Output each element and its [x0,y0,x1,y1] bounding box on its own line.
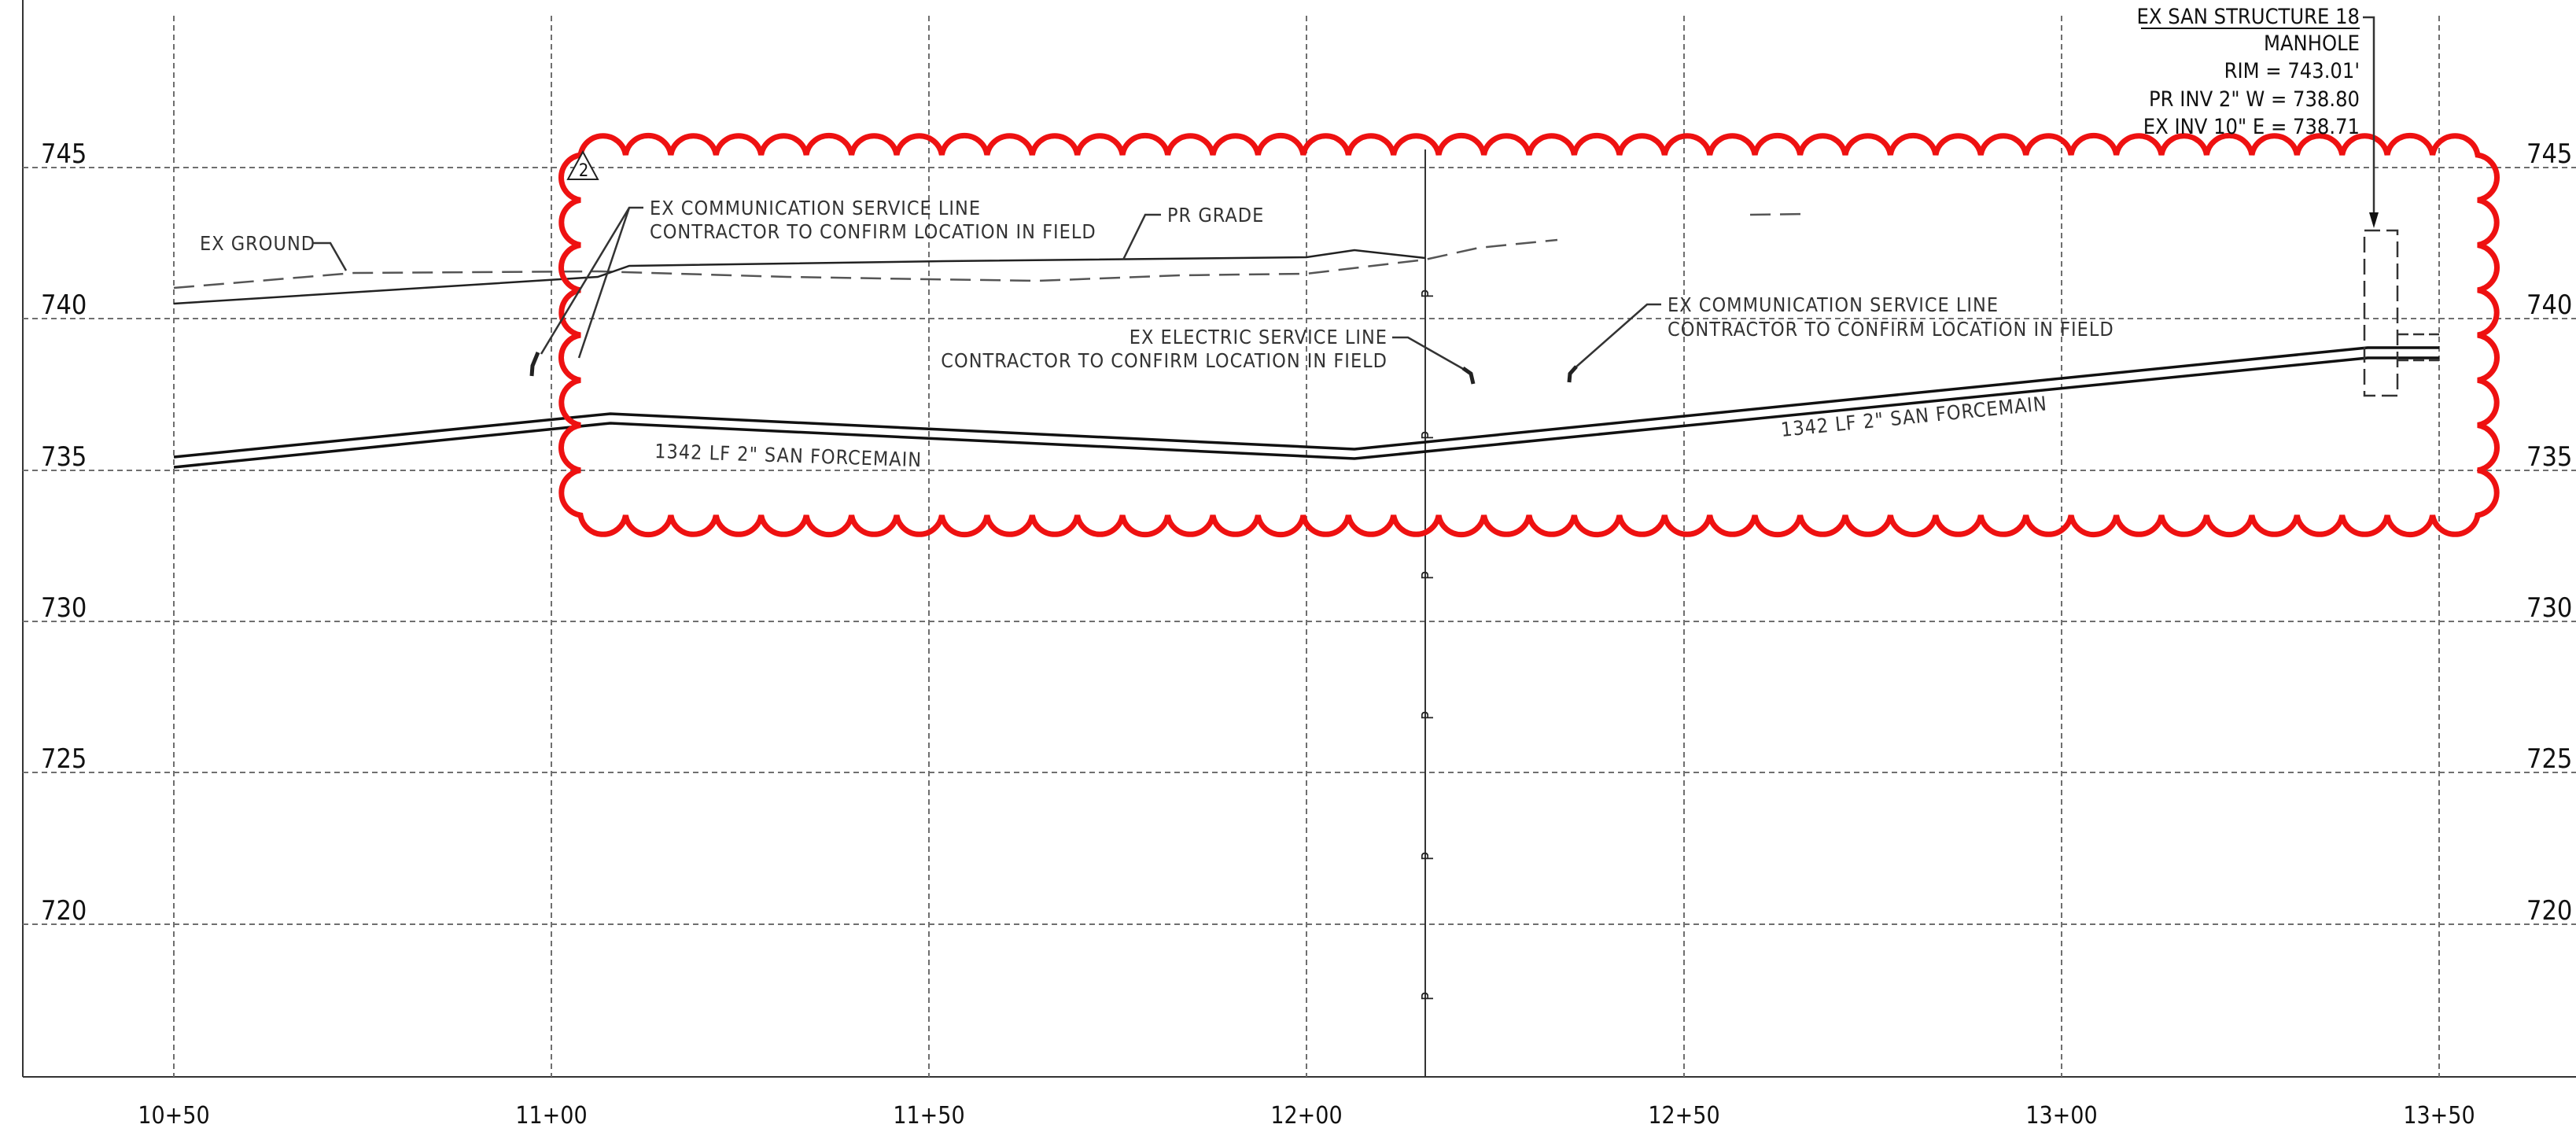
revision-cloud [558,132,2500,538]
elevation-labels-right: 745 740 735 730 725 720 [2526,138,2572,927]
structure-type: MANHOLE [2264,31,2360,56]
structure-pr-inv: PR INV 2" W = 738.80 [2149,87,2360,112]
station-labels: 10+50 11+00 11+50 12+00 12+50 13+00 13+5… [138,1102,2475,1130]
utility-symbol: P [1418,852,1437,861]
forcemain-label-1: 1342 LF 2" SAN FORCEMAIN [654,440,923,471]
station-label: 13+00 [2025,1102,2097,1130]
station-label: 12+50 [1648,1102,1719,1130]
elevation-label: 745 [2526,138,2572,170]
manhole-symbol [2363,229,2439,397]
station-label: 12+00 [1270,1102,1342,1130]
electric-line-end [1461,366,1476,385]
pr-grade-leader [1122,213,1161,260]
structure-rim: RIM = 743.01' [2224,59,2360,83]
ex-ground-label: EX GROUND [200,232,315,255]
proposed-grade-line [173,249,1426,305]
elevation-labels-left: 745 740 735 730 725 720 [41,138,87,927]
forcemain-pipe-top [173,346,2439,459]
station-label: 13+50 [2403,1102,2475,1130]
structure-ex-inv: EX INV 10" E = 738.71 [2143,115,2360,139]
elevation-label: 745 [41,138,87,170]
elevation-label: 725 [41,743,87,775]
utility-symbol: P [1418,289,1437,298]
utility-symbol: P [1418,992,1437,1001]
ex-ground-leader [313,241,348,271]
utility-symbol: P [1418,431,1437,440]
elevation-label: 730 [41,592,87,624]
comm-line-2-leader [1574,303,1661,369]
structure-leader [2363,16,2375,223]
existing-utility-crossing: P P P P P P [1418,149,1437,1077]
elevation-label: 735 [2526,441,2572,473]
existing-ground-line [173,238,1558,289]
comm-line-1-end-a [529,352,540,377]
elevation-label: 735 [41,441,87,473]
comm-line-1-leader-a [540,206,643,355]
utility-symbol: P [1418,711,1437,720]
elevation-label: 740 [2526,289,2572,321]
pr-grade-label: PR GRADE [1167,204,1264,227]
comm-line-2-end [1567,365,1578,383]
electric-line-sublabel: CONTRACTOR TO CONFIRM LOCATION IN FIELD [941,349,1388,372]
elevation-label: 740 [41,289,87,321]
forcemain-pipe-bottom [173,356,2439,469]
station-label: 11+00 [515,1102,587,1130]
elevation-label: 730 [2526,592,2572,624]
electric-line-label: EX ELECTRIC SERVICE LINE [1130,326,1388,348]
elevation-label: 720 [2526,895,2572,927]
elevation-label: 720 [41,895,87,927]
comm-line-2-sublabel: CONTRACTOR TO CONFIRM LOCATION IN FIELD [1668,318,2114,341]
elevation-grid [23,167,2576,925]
comm-line-2-label: EX COMMUNICATION SERVICE LINE [1668,293,1999,316]
comm-line-1-label: EX COMMUNICATION SERVICE LINE [650,197,981,219]
revision-number: 2 [579,161,589,181]
utility-symbol: P [1418,571,1437,580]
station-grid [173,16,2440,1077]
revision-triangle: 2 [566,149,599,181]
forcemain-label-2: 1342 LF 2" SAN FORCEMAIN [1780,392,2048,441]
station-label: 11+50 [893,1102,964,1130]
electric-line-leader [1392,336,1465,371]
comm-line-1-sublabel: CONTRACTOR TO CONFIRM LOCATION IN FIELD [650,220,1096,243]
elevation-label: 725 [2526,743,2572,775]
station-label: 10+50 [138,1102,209,1130]
structure-callout: EX SAN STRUCTURE 18 MANHOLE RIM = 743.01… [2137,5,2379,228]
comm-line-1-leader-b [577,207,631,359]
existing-ground-segment [1749,212,1806,216]
structure-title: EX SAN STRUCTURE 18 [2137,5,2360,29]
structure-leader-arrow [2369,212,2379,228]
